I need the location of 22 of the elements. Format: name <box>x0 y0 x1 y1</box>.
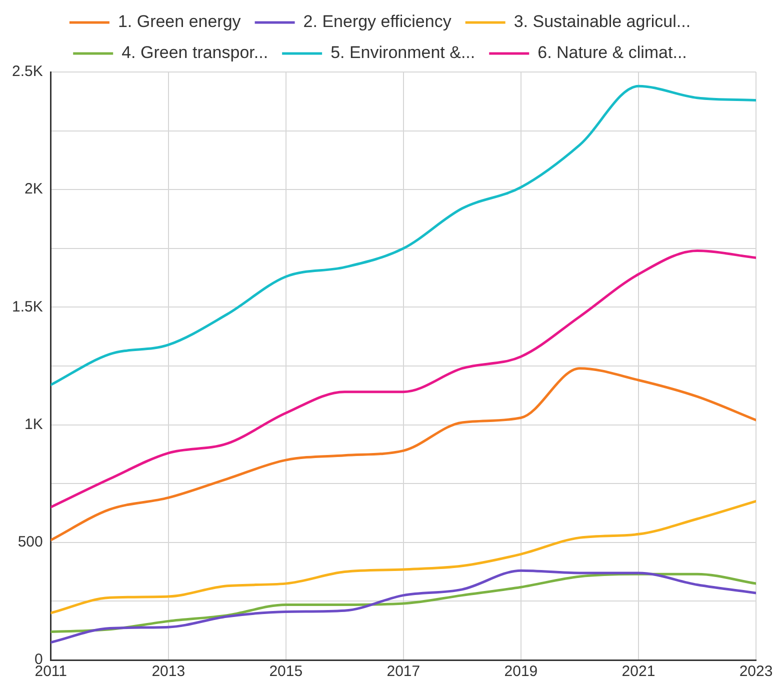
legend-label: 5. Environment &... <box>330 43 476 62</box>
x-tick-label: 2023 <box>739 663 773 680</box>
legend-label: 1. Green energy <box>118 12 242 32</box>
y-tick-label: 1K <box>24 416 43 433</box>
line-series <box>50 367 756 542</box>
x-tick-label: 2021 <box>622 663 656 680</box>
line-series <box>50 250 756 508</box>
y-tick-label: 500 <box>18 534 43 551</box>
legend-label: 2. Energy efficiency <box>303 12 452 32</box>
x-tick-label: 2019 <box>504 663 538 680</box>
y-tick-label: 2K <box>24 180 43 198</box>
y-tick-label: 1.5K <box>12 298 43 316</box>
legend-label: 4. Green transpor... <box>122 43 268 62</box>
legend-label: 6. Nature & climat... <box>538 43 687 62</box>
y-tick-label: 2.5K <box>12 63 43 80</box>
line-series <box>50 500 756 614</box>
line-series <box>50 569 756 644</box>
x-tick-label: 2015 <box>269 663 303 680</box>
line-series <box>50 84 756 386</box>
x-tick-label: 2013 <box>152 663 186 680</box>
x-tick-label: 2017 <box>386 663 420 680</box>
legend-label: 3. Sustainable agricul... <box>514 12 691 32</box>
